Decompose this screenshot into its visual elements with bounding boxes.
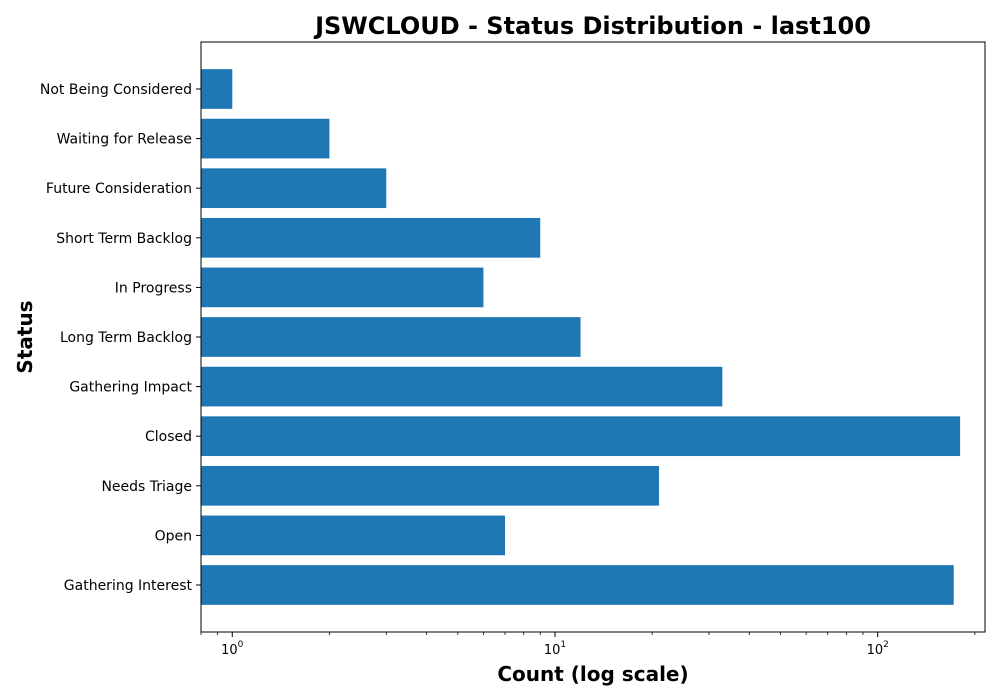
category-label: Short Term Backlog [56, 231, 192, 247]
x-tick-label: 100 [221, 640, 244, 658]
category-label: Needs Triage [101, 479, 192, 495]
bar [201, 366, 723, 407]
plot-frame [200, 41, 986, 633]
x-tick-label: 102 [867, 640, 889, 658]
category-label: Open [155, 528, 192, 544]
bars-group [201, 69, 961, 605]
chart-title: JSWCLOUD - Status Distribution - last100 [313, 12, 871, 40]
bar [201, 515, 506, 556]
category-label: Waiting for Release [57, 132, 192, 148]
x-tick-label: 101 [544, 640, 566, 658]
bar [201, 565, 954, 605]
bar [201, 168, 387, 209]
bar [201, 118, 330, 159]
category-labels: Gathering Interest Open Needs Triage Closed… [40, 82, 201, 594]
bar [201, 416, 961, 457]
bar [201, 317, 581, 357]
y-axis-label: Status [13, 300, 37, 373]
bar [201, 465, 659, 506]
bar [201, 69, 233, 109]
category-label: Gathering Impact [69, 380, 192, 396]
category-label: Long Term Backlog [60, 330, 192, 346]
x-axis-label: Count (log scale) [497, 662, 688, 686]
bar [201, 267, 484, 308]
category-label: Not Being Considered [40, 82, 192, 98]
category-label: Future Consideration [46, 181, 192, 197]
category-label: Gathering Interest [64, 578, 193, 594]
x-ticks: 100 101 102 [200, 632, 976, 658]
category-label: Closed [145, 429, 192, 445]
category-label: In Progress [115, 280, 192, 296]
bar [201, 217, 541, 258]
